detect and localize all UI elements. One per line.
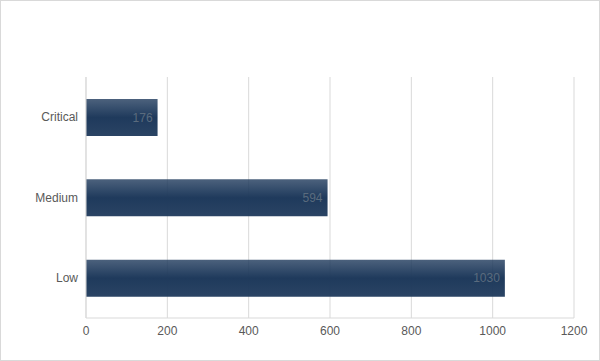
- svg-text:Critical: Critical: [41, 110, 78, 124]
- svg-text:1200: 1200: [561, 324, 588, 338]
- svg-text:176: 176: [133, 111, 153, 125]
- svg-text:400: 400: [239, 324, 259, 338]
- svg-text:0: 0: [83, 324, 90, 338]
- svg-text:200: 200: [157, 324, 177, 338]
- svg-text:600: 600: [320, 324, 340, 338]
- svg-text:1030: 1030: [473, 271, 500, 285]
- svg-text:800: 800: [401, 324, 421, 338]
- svg-text:1000: 1000: [479, 324, 506, 338]
- svg-text:Medium: Medium: [35, 191, 78, 205]
- svg-text:594: 594: [303, 191, 323, 205]
- svg-text:Low: Low: [56, 271, 78, 285]
